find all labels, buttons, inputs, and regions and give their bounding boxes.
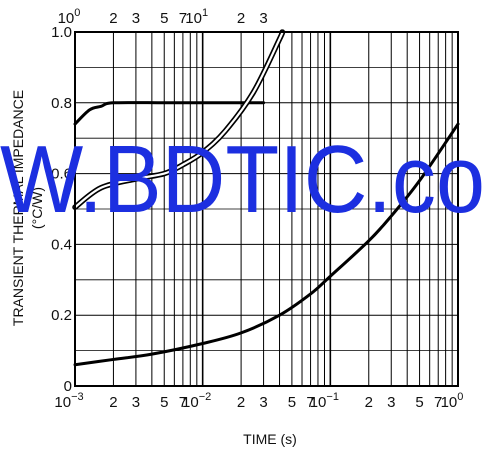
series-layer	[72, 29, 460, 367]
x-tick-label: 5	[415, 394, 423, 411]
y-tick-label: 0.6	[51, 166, 72, 183]
x-tick-label: 5	[160, 394, 168, 411]
x-tick-label: 2	[109, 394, 117, 411]
y-axis-unit: (°C/W)	[29, 187, 45, 229]
y-axis-title: TRANSIENT THERMAL IMPEDANCE	[10, 90, 26, 326]
y-tick-label: 1.0	[51, 24, 72, 41]
y-tick-labels: 0 0.2 0.4 0.6 0.8 1.0	[51, 24, 72, 395]
x2-tick-label: 3	[259, 10, 267, 27]
x-tick-label: 100	[441, 391, 464, 411]
series-1-line	[73, 101, 266, 126]
x-tick-label: 5	[288, 394, 296, 411]
x-tick-label: 3	[387, 394, 395, 411]
y-tick-label: 0.2	[51, 307, 72, 324]
x2-tick-label: 5	[160, 10, 168, 27]
x2-tick-label: 3	[132, 10, 140, 27]
y-tick-label: 0	[64, 378, 72, 395]
x2-tick-label: 2	[237, 10, 245, 27]
x-tick-label: 10−1	[310, 391, 339, 411]
x-tick-label: 7	[306, 394, 314, 411]
grid	[75, 32, 458, 386]
x-tick-label: 2	[365, 394, 373, 411]
x-tick-label: 7	[179, 394, 187, 411]
x2-tick-label: 100	[58, 7, 81, 27]
y-tick-label: 0.8	[51, 95, 72, 112]
series-2-line	[73, 30, 284, 209]
x-axis-title: TIME (s)	[243, 431, 297, 447]
x-tick-label: 3	[132, 394, 140, 411]
x-tick-label: 10−2	[182, 391, 211, 411]
x-tick-label: 7	[434, 394, 442, 411]
x-tick-label: 10−3	[54, 391, 83, 411]
plot-frame	[74, 31, 459, 387]
watermark-text: W.BDTIC.co	[0, 126, 485, 233]
x2-tick-label: 101	[185, 7, 208, 27]
x2-tick-label: 7	[179, 10, 187, 27]
x-tick-label: 2	[237, 394, 245, 411]
x2-tick-label: 2	[109, 10, 117, 27]
y-tick-label: 0.4	[51, 236, 72, 253]
series-0-line	[73, 122, 460, 367]
x-tick-label: 3	[259, 394, 267, 411]
